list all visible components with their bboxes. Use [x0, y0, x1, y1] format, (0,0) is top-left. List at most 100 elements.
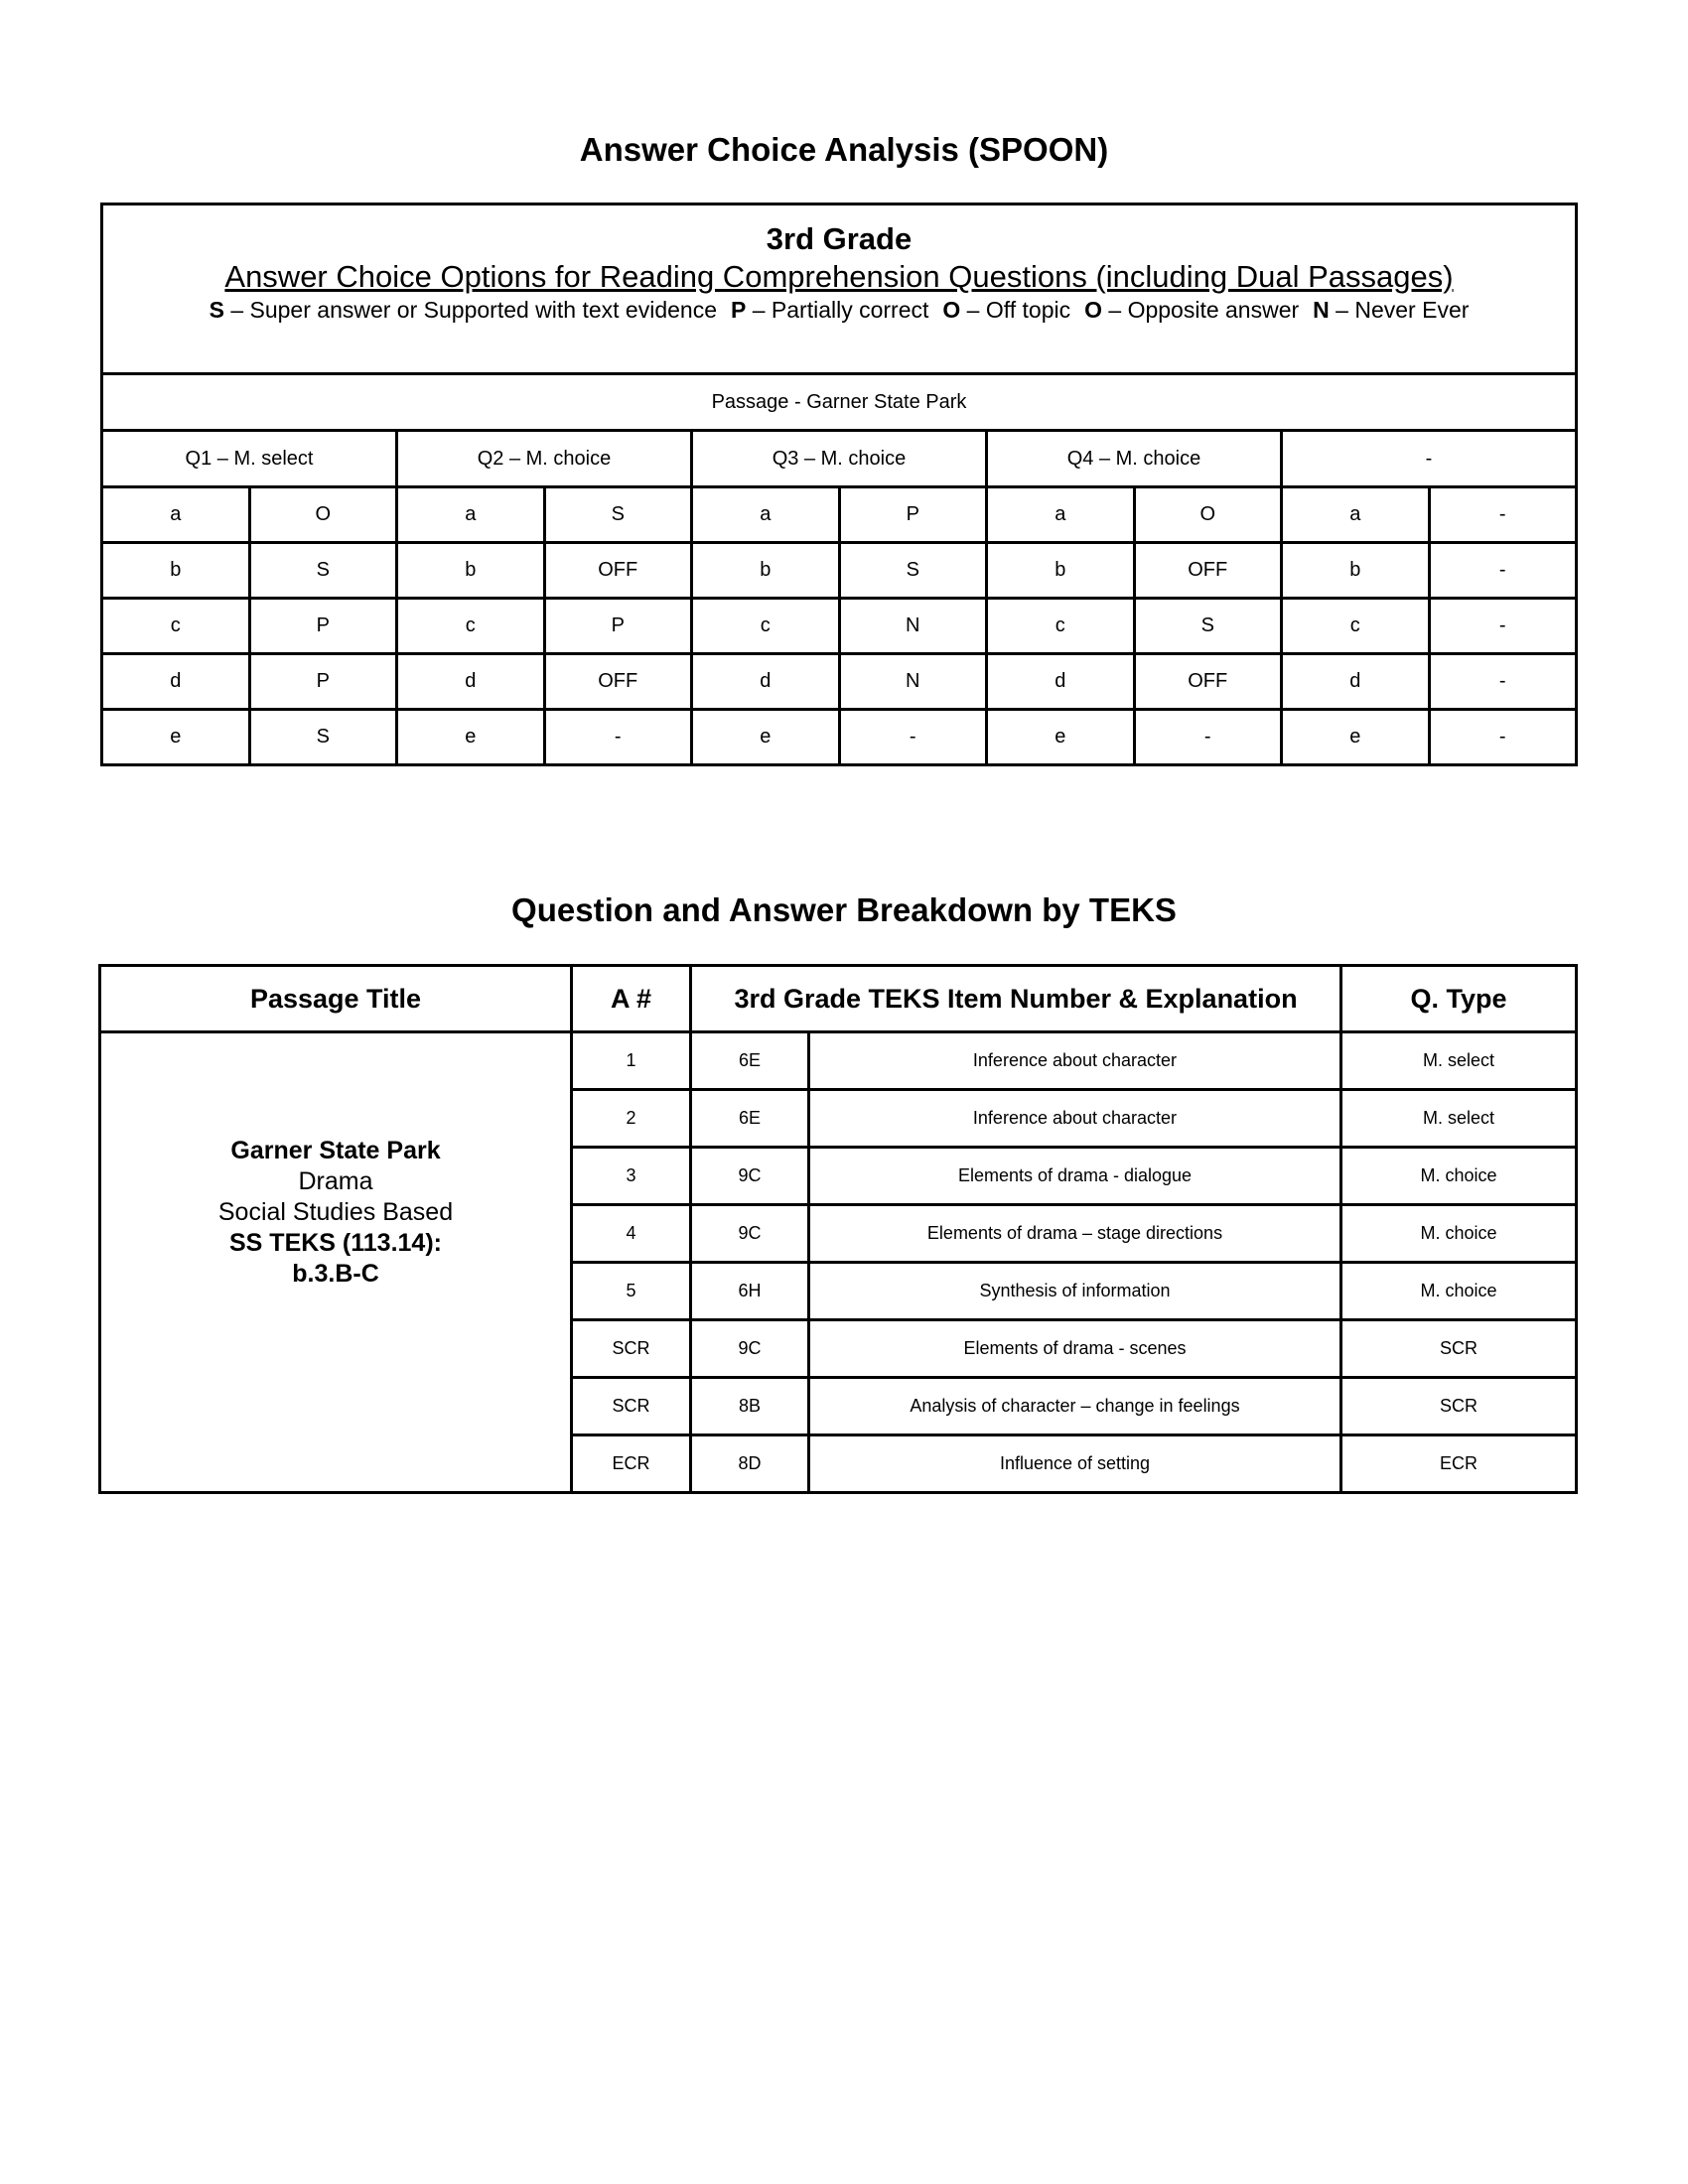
header-teks: 3rd Grade TEKS Item Number & Explanation — [689, 964, 1342, 1033]
passage-basis: Social Studies Based — [217, 1198, 454, 1226]
cell-num: 2 — [570, 1088, 692, 1149]
legend-text: – Super answer or Supported with text ev… — [223, 296, 717, 323]
table-row: 4 9C Elements of drama – stage directions M… — [100, 1203, 1578, 1264]
table-row: 3 9C Elements of drama - dialogue M. choice — [100, 1146, 1578, 1206]
cell-explanation: Inference about character — [807, 1030, 1342, 1091]
table-row: SCR 8B Analysis of character – change in f… — [100, 1376, 1578, 1436]
legend-item: P – Partially correct — [731, 297, 928, 323]
cell-teks: 8D — [689, 1433, 810, 1494]
cell-num: 5 — [570, 1261, 692, 1321]
legend-item: O – Opposite answer — [1084, 297, 1299, 323]
cell-num: 1 — [570, 1030, 692, 1091]
legend-key: O — [1084, 296, 1102, 323]
cell-explanation: Elements of drama - dialogue — [807, 1146, 1342, 1206]
choice-rating: OFF — [542, 652, 693, 711]
header-question-type: Q. Type — [1339, 964, 1578, 1033]
cell-teks: 6E — [689, 1088, 810, 1149]
choice-rating: N — [837, 652, 988, 711]
legend-item: S – Super answer or Supported with text … — [210, 297, 717, 323]
teks-breakdown-table: Passage Title A # 3rd Grade TEKS Item Nu… — [98, 964, 1578, 1494]
choice-rating: - — [542, 708, 693, 766]
cell-explanation: Elements of drama – stage directions — [807, 1203, 1342, 1264]
passage-teks-code: b.3.B-C — [292, 1260, 379, 1288]
choice-letter: e — [100, 708, 251, 766]
table-header-cell: 3rd Grade Answer Choice Options for Read… — [100, 203, 1578, 375]
legend-item: O – Off topic — [942, 297, 1070, 323]
choice-rating: P — [542, 597, 693, 655]
question-label: Q3 – M. choice — [690, 429, 988, 488]
choice-rating: S — [542, 485, 693, 544]
choice-rating: P — [837, 485, 988, 544]
cell-teks: 9C — [689, 1146, 810, 1206]
table-row: Garner State Park Drama Social Studies Bas… — [98, 1030, 1578, 1494]
cell-explanation: Inference about character — [807, 1088, 1342, 1149]
grade-heading: 3rd Grade — [766, 220, 913, 256]
cell-num: ECR — [570, 1433, 692, 1494]
choice-letter: e — [1280, 708, 1431, 766]
choice-rating: OFF — [542, 541, 693, 600]
cell-type: ECR — [1339, 1433, 1578, 1494]
choice-letter: b — [690, 541, 841, 600]
choice-letter: a — [985, 485, 1136, 544]
cell-type: M. choice — [1339, 1261, 1578, 1321]
passage-title-cell: Garner State Park Drama Social Studies Bas… — [98, 1030, 573, 1494]
cell-type: M. choice — [1339, 1146, 1578, 1206]
cell-num: 3 — [570, 1146, 692, 1206]
choice-rating: O — [247, 485, 398, 544]
choice-letter: a — [100, 485, 251, 544]
header-passage-title: Passage Title — [98, 964, 573, 1033]
choice-rating: S — [247, 541, 398, 600]
cell-teks: 6E — [689, 1030, 810, 1091]
choice-rating: P — [247, 597, 398, 655]
choice-letter: c — [690, 597, 841, 655]
cell-teks: 9C — [689, 1318, 810, 1379]
cell-num: SCR — [570, 1318, 692, 1379]
question-label: Q4 – M. choice — [985, 429, 1283, 488]
choice-letter: e — [690, 708, 841, 766]
passage-name: Garner State Park — [230, 1137, 441, 1164]
choice-letter: b — [395, 541, 546, 600]
choice-rating: - — [1427, 708, 1578, 766]
teks-title: Question and Answer Breakdown by TEKS — [511, 891, 1177, 928]
choice-letter: d — [1280, 652, 1431, 711]
choice-letter: b — [985, 541, 1136, 600]
passage-name: Passage - Garner State Park — [100, 372, 1578, 432]
table-row: ECR 8D Influence of setting ECR — [100, 1433, 1578, 1494]
choice-rating: S — [247, 708, 398, 766]
choice-letter: c — [985, 597, 1136, 655]
choice-rating: S — [1132, 597, 1283, 655]
cell-type: M. choice — [1339, 1203, 1578, 1264]
cell-num: 4 — [570, 1203, 692, 1264]
question-label: Q2 – M. choice — [395, 429, 693, 488]
choice-rating: - — [1427, 652, 1578, 711]
choice-letter: c — [395, 597, 546, 655]
passage-genre: Drama — [298, 1167, 373, 1195]
choice-letter: d — [690, 652, 841, 711]
cell-type: M. select — [1339, 1030, 1578, 1091]
choice-letter: b — [100, 541, 251, 600]
choice-rating: - — [1427, 485, 1578, 544]
cell-num: SCR — [570, 1376, 692, 1436]
choice-rating: - — [1427, 541, 1578, 600]
choice-letter: c — [100, 597, 251, 655]
options-heading: Answer Choice Options for Reading Compre… — [224, 258, 1454, 294]
choice-rating: - — [1132, 708, 1283, 766]
choice-rating: - — [1427, 597, 1578, 655]
cell-explanation: Elements of drama - scenes — [807, 1318, 1342, 1379]
table-row: 5 6H Synthesis of information M. choice — [100, 1261, 1578, 1321]
cell-type: M. select — [1339, 1088, 1578, 1149]
cell-explanation: Influence of setting — [807, 1433, 1342, 1494]
question-label: Q1 – M. select — [100, 429, 398, 488]
choice-rating: O — [1132, 485, 1283, 544]
choice-rating: S — [837, 541, 988, 600]
legend: S – Super answer or Supported with text … — [103, 297, 1575, 324]
legend-key: N — [1313, 296, 1330, 323]
legend-text: – Off topic — [960, 296, 1071, 323]
choice-letter: d — [395, 652, 546, 711]
choice-letter: a — [1280, 485, 1431, 544]
legend-text: – Opposite answer — [1102, 296, 1300, 323]
